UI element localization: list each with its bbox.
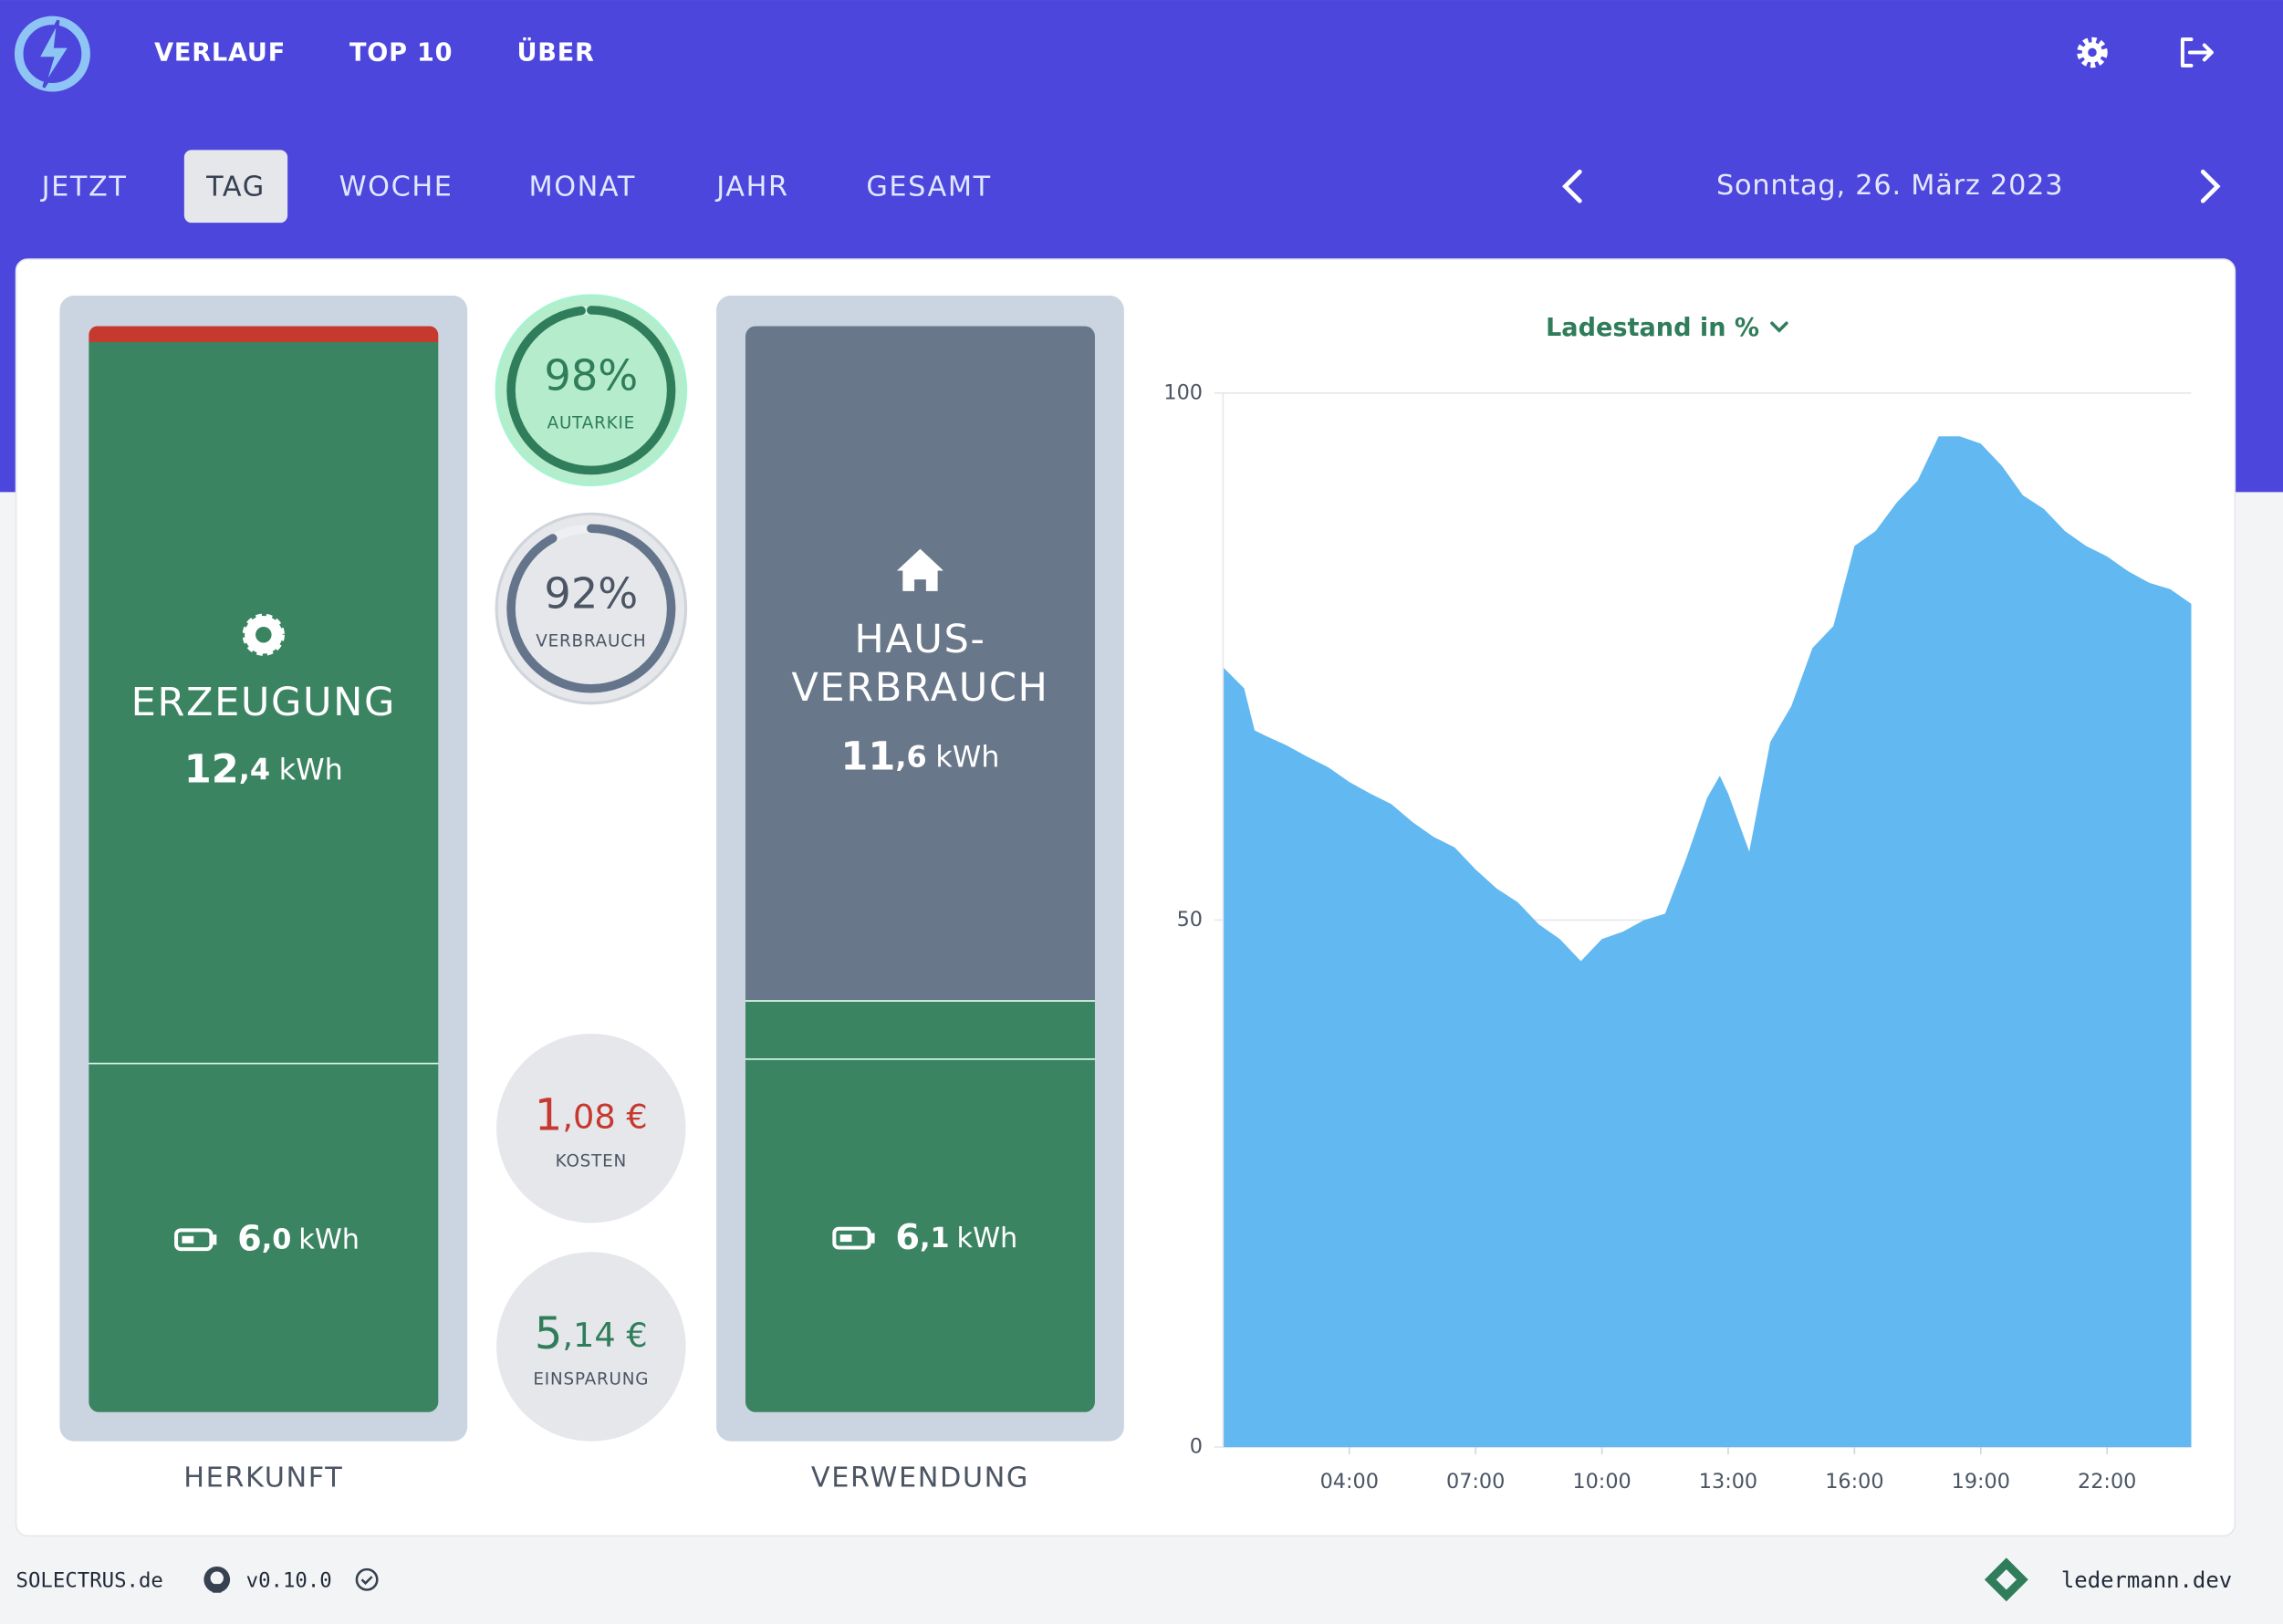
x-tick-label: 16:00 bbox=[1825, 1470, 1883, 1494]
x-tick-label: 19:00 bbox=[1952, 1470, 2010, 1494]
house-segment bbox=[745, 326, 1095, 1001]
amount-unit: kWh bbox=[279, 753, 343, 787]
period-tab[interactable]: GESAMT bbox=[866, 171, 991, 203]
gauge-value: 92% bbox=[544, 569, 638, 619]
logo[interactable] bbox=[14, 16, 90, 92]
battery-discharge-amount: 6,0 kWh bbox=[237, 1218, 360, 1259]
x-tick-label: 04:00 bbox=[1320, 1470, 1379, 1494]
nav-link[interactable]: ÜBER bbox=[516, 37, 594, 68]
chart-title: Ladestand in % bbox=[1546, 314, 1759, 342]
settings-icon[interactable] bbox=[2077, 36, 2108, 68]
amount-decimal: ,0 bbox=[262, 1223, 292, 1255]
next-day[interactable] bbox=[2200, 169, 2221, 203]
nav-link[interactable]: TOP 10 bbox=[349, 39, 453, 68]
amount-decimal: ,6 bbox=[895, 739, 926, 774]
amount-unit: kWh bbox=[935, 739, 999, 774]
dropdown-chevron bbox=[1770, 321, 1788, 333]
amount-unit: kWh bbox=[298, 1223, 360, 1255]
area bbox=[1223, 436, 2192, 1448]
date: Sonntag, 26. März 2023 bbox=[1716, 170, 2063, 202]
costs-badge bbox=[496, 1033, 686, 1223]
hausverbrauch-title: VERBRAUCH bbox=[791, 665, 1048, 711]
amount-decimal: ,08 € bbox=[562, 1097, 647, 1136]
period-tab[interactable]: MONAT bbox=[529, 171, 637, 203]
amount-decimal: ,14 € bbox=[562, 1315, 647, 1354]
amount-unit: kWh bbox=[957, 1222, 1018, 1254]
check-icon bbox=[355, 1567, 379, 1591]
period-tab[interactable]: JETZT bbox=[40, 171, 128, 203]
x-tick-label: 13:00 bbox=[1699, 1470, 1757, 1494]
battery-charge-segment bbox=[745, 1059, 1095, 1412]
amount-decimal: ,1 bbox=[920, 1222, 950, 1254]
verwendung-label: VERWENDUNG bbox=[811, 1463, 1029, 1494]
house-icon bbox=[896, 548, 943, 591]
gauge-background bbox=[495, 512, 688, 705]
author-logo[interactable] bbox=[1984, 1557, 2028, 1602]
previous-day[interactable] bbox=[1561, 169, 1582, 203]
gauge-label: AUTARKIE bbox=[547, 413, 635, 432]
amount-integer: 12 bbox=[184, 746, 239, 792]
erzeugung-amount: 12,4 kWh bbox=[184, 746, 343, 792]
footer-brand[interactable]: SOLECTRUS.de bbox=[16, 1568, 163, 1592]
footer-author[interactable]: ledermann.dev bbox=[2061, 1567, 2232, 1593]
hausverbrauch-title: HAUS- bbox=[854, 617, 985, 662]
battery-icon bbox=[832, 1226, 875, 1250]
x-tick-label: 10:00 bbox=[1572, 1470, 1631, 1494]
footer-version[interactable]: v0.10.0 bbox=[246, 1568, 332, 1592]
battery-icon bbox=[174, 1228, 217, 1252]
costs-amount: 1,08 € bbox=[535, 1090, 648, 1140]
savings-label: EINSPARUNG bbox=[533, 1370, 649, 1390]
gauge-arc bbox=[506, 524, 676, 693]
nav-link[interactable]: VERLAUF bbox=[154, 39, 286, 68]
x-tick-label: 22:00 bbox=[2078, 1470, 2136, 1494]
amount-integer: 6 bbox=[237, 1218, 262, 1259]
amount-decimal: ,4 bbox=[239, 753, 270, 787]
grid-import-segment bbox=[89, 326, 439, 342]
active-tab-background bbox=[183, 150, 288, 224]
gauge-value: 98% bbox=[544, 350, 638, 400]
gauge-background bbox=[495, 294, 688, 486]
logout-icon[interactable] bbox=[2180, 37, 2214, 68]
erzeugung-title: ERZEUGUNG bbox=[131, 680, 396, 725]
period-tab[interactable]: WOCHE bbox=[339, 171, 453, 203]
battery-discharge-segment bbox=[89, 1064, 439, 1412]
y-tick-label: 50 bbox=[1177, 908, 1203, 932]
savings-amount: 5,14 € bbox=[535, 1309, 648, 1359]
github-icon[interactable] bbox=[203, 1566, 231, 1593]
period-tab[interactable]: TAG bbox=[205, 171, 266, 203]
chart-selector[interactable]: Ladestand in % bbox=[1546, 314, 1788, 342]
costs-label: KOSTEN bbox=[556, 1151, 627, 1171]
battery-charge-amount: 6,1 kWh bbox=[895, 1216, 1017, 1257]
amount-integer: 11 bbox=[840, 734, 895, 779]
amount-integer: 5 bbox=[535, 1309, 562, 1359]
pv-segment bbox=[89, 341, 439, 1063]
herkunft-label: HERKUNFT bbox=[183, 1463, 343, 1494]
amount-integer: 1 bbox=[535, 1090, 562, 1140]
period-tab[interactable]: JAHR bbox=[714, 171, 788, 203]
savings-badge bbox=[496, 1252, 686, 1442]
x-tick-label: 07:00 bbox=[1446, 1470, 1505, 1494]
gauge-arc bbox=[506, 306, 676, 475]
hausverbrauch-amount: 11,6 kWh bbox=[840, 734, 999, 779]
y-tick-label: 100 bbox=[1163, 380, 1203, 404]
y-tick-label: 0 bbox=[1190, 1435, 1203, 1459]
amount-integer: 6 bbox=[895, 1216, 920, 1257]
grid-export-segment bbox=[745, 1001, 1095, 1059]
gauge-label: VERBRAUCH bbox=[536, 632, 646, 651]
sun-icon bbox=[242, 613, 285, 656]
